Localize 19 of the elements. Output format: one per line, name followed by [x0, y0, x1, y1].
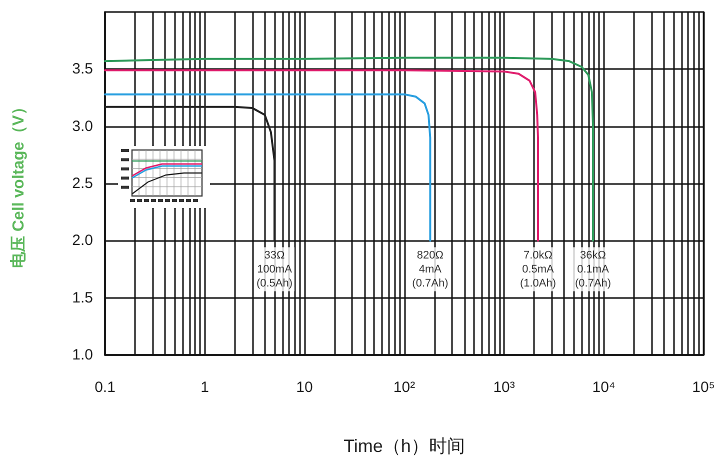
annotation: 33Ω 100mA (0.5Ah): [256, 249, 293, 290]
x-tick-label: 10²: [393, 379, 416, 396]
x-tick-label: 1: [200, 379, 209, 396]
y-tick-label: 2.0: [72, 232, 93, 250]
x-tick-label: 10⁴: [592, 379, 616, 396]
annotation: 36kΩ 0.1mA (0.7Ah): [574, 249, 612, 290]
y-tick-label: 1.0: [72, 346, 93, 364]
y-tick-label: 3.5: [72, 60, 93, 78]
annotation: 7.0kΩ 0.5mA (1.0Ah): [520, 249, 556, 290]
annotation: 820Ω 4mA (0.7Ah): [412, 249, 448, 290]
x-tick-label: 0.1: [94, 379, 116, 396]
x-axis-title: Time（h）时间: [344, 436, 465, 456]
x-tick-label: 10⁵: [692, 379, 715, 396]
x-tick-label: 10³: [493, 379, 515, 396]
y-axis-title: 电压 Cell voltage（V）: [10, 99, 28, 268]
y-tick-label: 2.5: [72, 175, 93, 192]
x-tick-label: 10: [296, 379, 313, 396]
y-tick-label: 3.0: [72, 118, 93, 135]
y-tick-label: 1.5: [72, 289, 93, 306]
